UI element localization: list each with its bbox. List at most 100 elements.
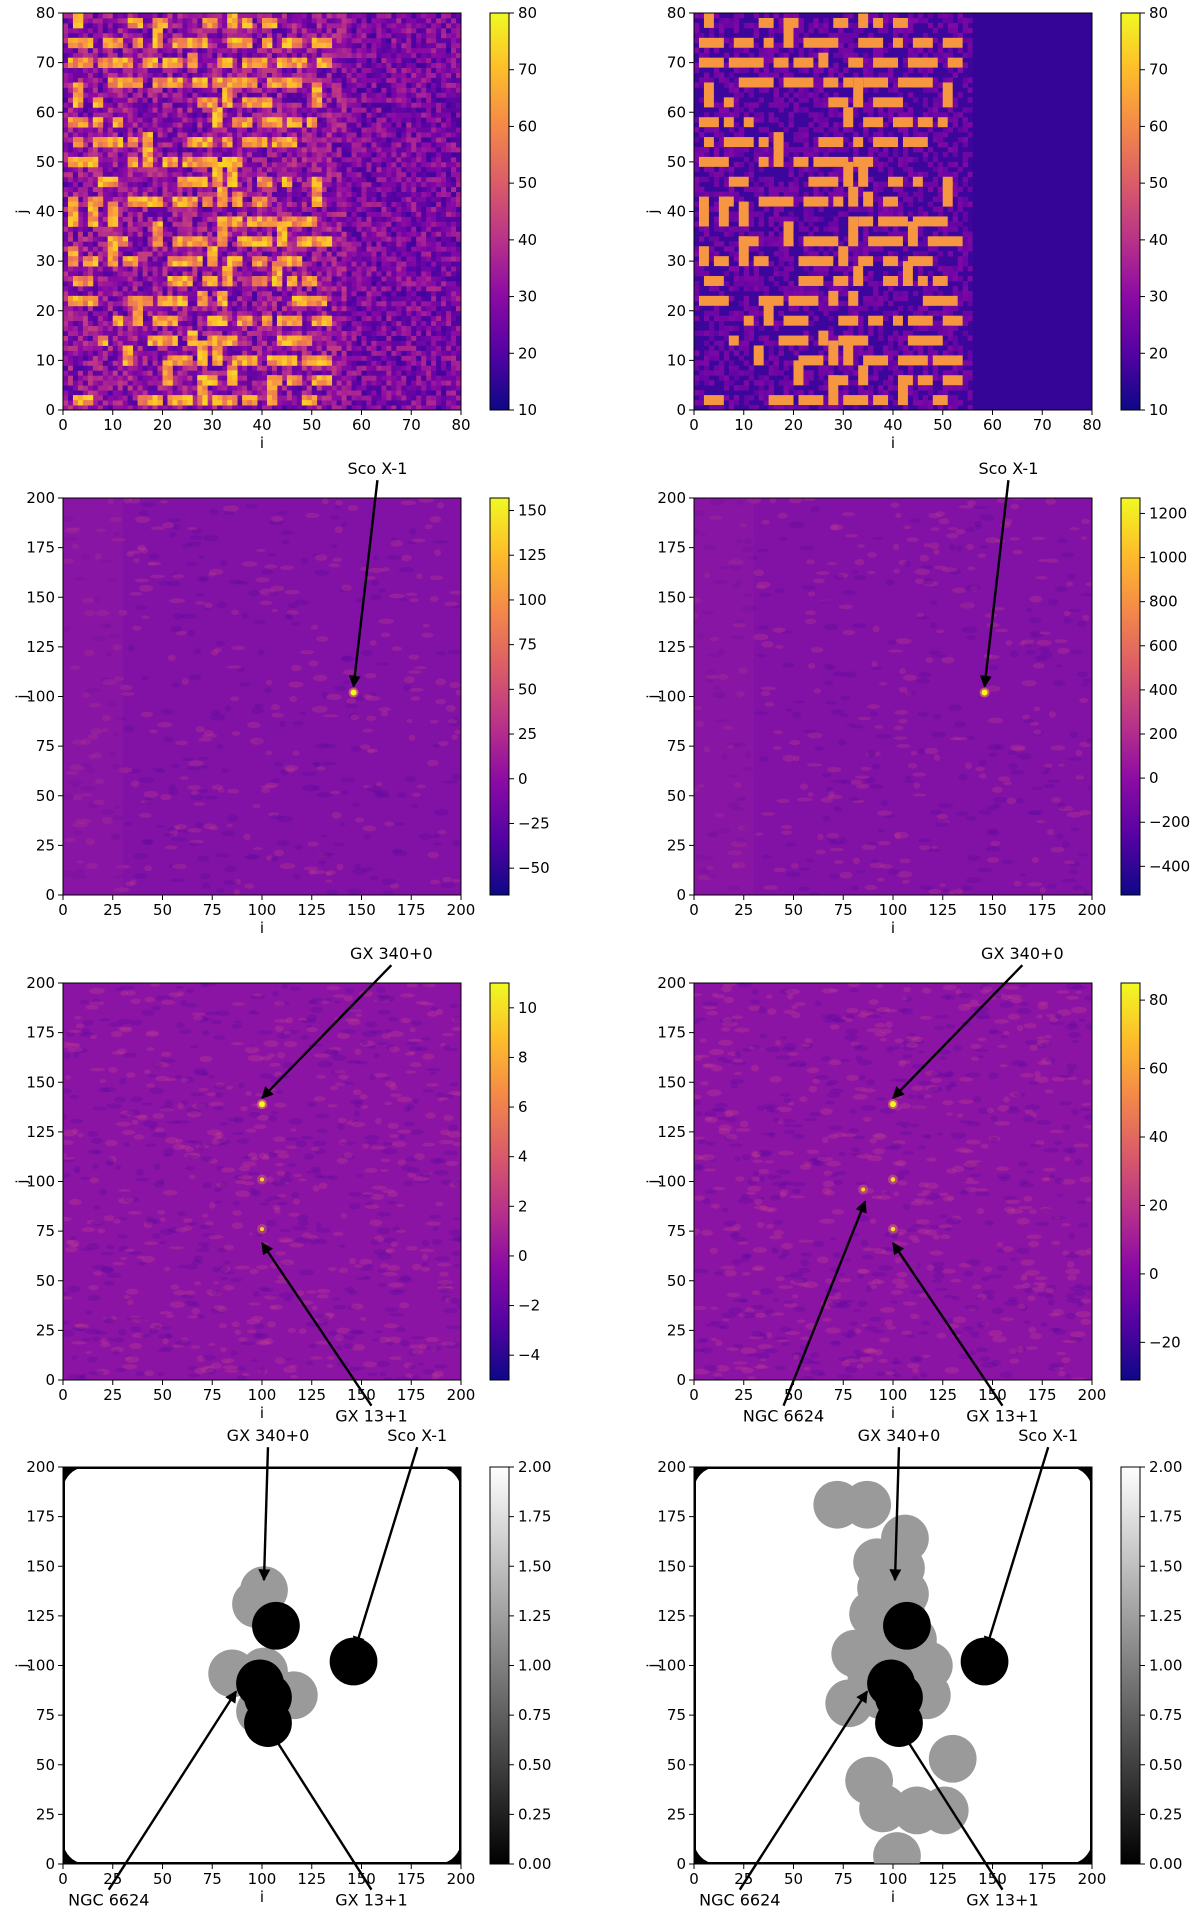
heatmap-cell (63, 390, 69, 396)
heatmap-cell (237, 151, 243, 158)
heatmap-cell (281, 285, 288, 292)
heatmap-cell (391, 166, 397, 173)
heatmap-cell (356, 127, 362, 133)
heatmap-cell (227, 350, 233, 356)
heatmap-cell (331, 271, 338, 277)
heatmap-cell (456, 161, 461, 168)
heatmap-cell (436, 335, 442, 341)
heatmap-cell (247, 276, 253, 282)
heatmap-cell (112, 345, 119, 351)
heatmap-cell (361, 196, 367, 202)
heatmap-cell (147, 117, 153, 123)
heatmap-cell (441, 246, 447, 252)
heatmap-cell (366, 127, 372, 133)
heatmap-cell (286, 400, 293, 406)
heatmap-cell (77, 385, 84, 391)
heatmap-cell (376, 112, 382, 118)
heatmap-cell (242, 380, 248, 386)
heatmap-cell (132, 186, 139, 193)
heatmap-cell (431, 276, 437, 282)
heatmap-cell (346, 380, 352, 386)
heatmap-cell (87, 325, 94, 332)
heatmap-cell (361, 246, 367, 252)
heatmap-cell (72, 127, 79, 133)
heatmap-cell (446, 137, 452, 143)
heatmap-cell (212, 137, 218, 143)
heatmap-cell (416, 285, 422, 292)
heatmap-cell (127, 276, 134, 282)
heatmap-cell (112, 161, 119, 168)
heatmap-cell (376, 300, 382, 307)
heatmap-cell (266, 285, 273, 292)
heatmap-cell (182, 151, 188, 158)
heatmap-cell (296, 226, 303, 232)
heatmap-cell (346, 226, 352, 232)
heatmap-cell (441, 261, 447, 267)
heatmap-cell (222, 360, 228, 366)
heatmap-cell (281, 132, 288, 138)
heatmap-cell (411, 300, 417, 307)
heatmap-cell (202, 370, 208, 376)
heatmap-cell (142, 231, 148, 237)
heatmap-cell (416, 107, 422, 113)
heatmap-cell (162, 127, 168, 133)
heatmap-cell (87, 142, 94, 148)
heatmap-cell (67, 345, 74, 351)
heatmap-cell (321, 186, 328, 193)
heatmap-cell (247, 256, 253, 262)
heatmap-cell (271, 211, 278, 217)
heatmap-cell (127, 221, 134, 227)
heatmap-cell (132, 385, 139, 391)
heatmap-cell (247, 226, 253, 232)
heatmap-cell (436, 231, 442, 237)
heatmap-cell (376, 320, 382, 327)
heatmap-cell (431, 315, 437, 322)
heatmap-cell (77, 201, 84, 207)
heatmap-cell (426, 211, 432, 217)
heatmap-cell (426, 122, 432, 128)
heatmap-cell (386, 241, 392, 247)
heatmap-cell (296, 156, 303, 163)
heatmap-cell (376, 226, 382, 232)
heatmap-cell (291, 370, 298, 376)
heatmap-cell (172, 226, 178, 232)
heatmap-cell (63, 305, 69, 312)
heatmap-cell (431, 310, 437, 317)
heatmap-cell (227, 236, 233, 242)
heatmap-cell (336, 295, 342, 302)
heatmap-cell (127, 310, 134, 317)
heatmap-cell (132, 117, 139, 123)
heatmap-cell (72, 405, 79, 410)
heatmap-cell (102, 201, 109, 207)
heatmap-cell (147, 176, 153, 183)
heatmap-cell (331, 400, 338, 406)
heatmap-cell (177, 285, 183, 292)
heatmap-cell (376, 400, 382, 406)
heatmap-cell (207, 231, 213, 237)
heatmap-cell (306, 385, 313, 391)
heatmap-cell (271, 201, 278, 207)
heatmap-cell (426, 216, 432, 222)
heatmap-cell (92, 340, 99, 346)
heatmap-cell (92, 280, 99, 287)
heatmap-cell (117, 340, 124, 346)
heatmap-cell (416, 385, 422, 391)
heatmap-cell (431, 256, 437, 262)
heatmap-cell (291, 151, 298, 158)
heatmap-cell (441, 266, 447, 272)
heatmap-cell (247, 310, 253, 317)
heatmap-cell (212, 271, 218, 277)
heatmap-cell (112, 295, 119, 302)
heatmap-cell (252, 330, 258, 336)
heatmap-cell (232, 405, 238, 410)
heatmap-cell (341, 256, 347, 262)
heatmap-cell (177, 102, 183, 108)
heatmap-cell (301, 251, 308, 257)
heatmap-cell (376, 395, 382, 401)
heatmap-cell (192, 355, 198, 361)
heatmap-cell (301, 385, 308, 391)
heatmap-cell (167, 196, 173, 202)
heatmap-cell (92, 186, 99, 193)
heatmap-cell (386, 256, 392, 262)
heatmap-cell (92, 325, 99, 332)
